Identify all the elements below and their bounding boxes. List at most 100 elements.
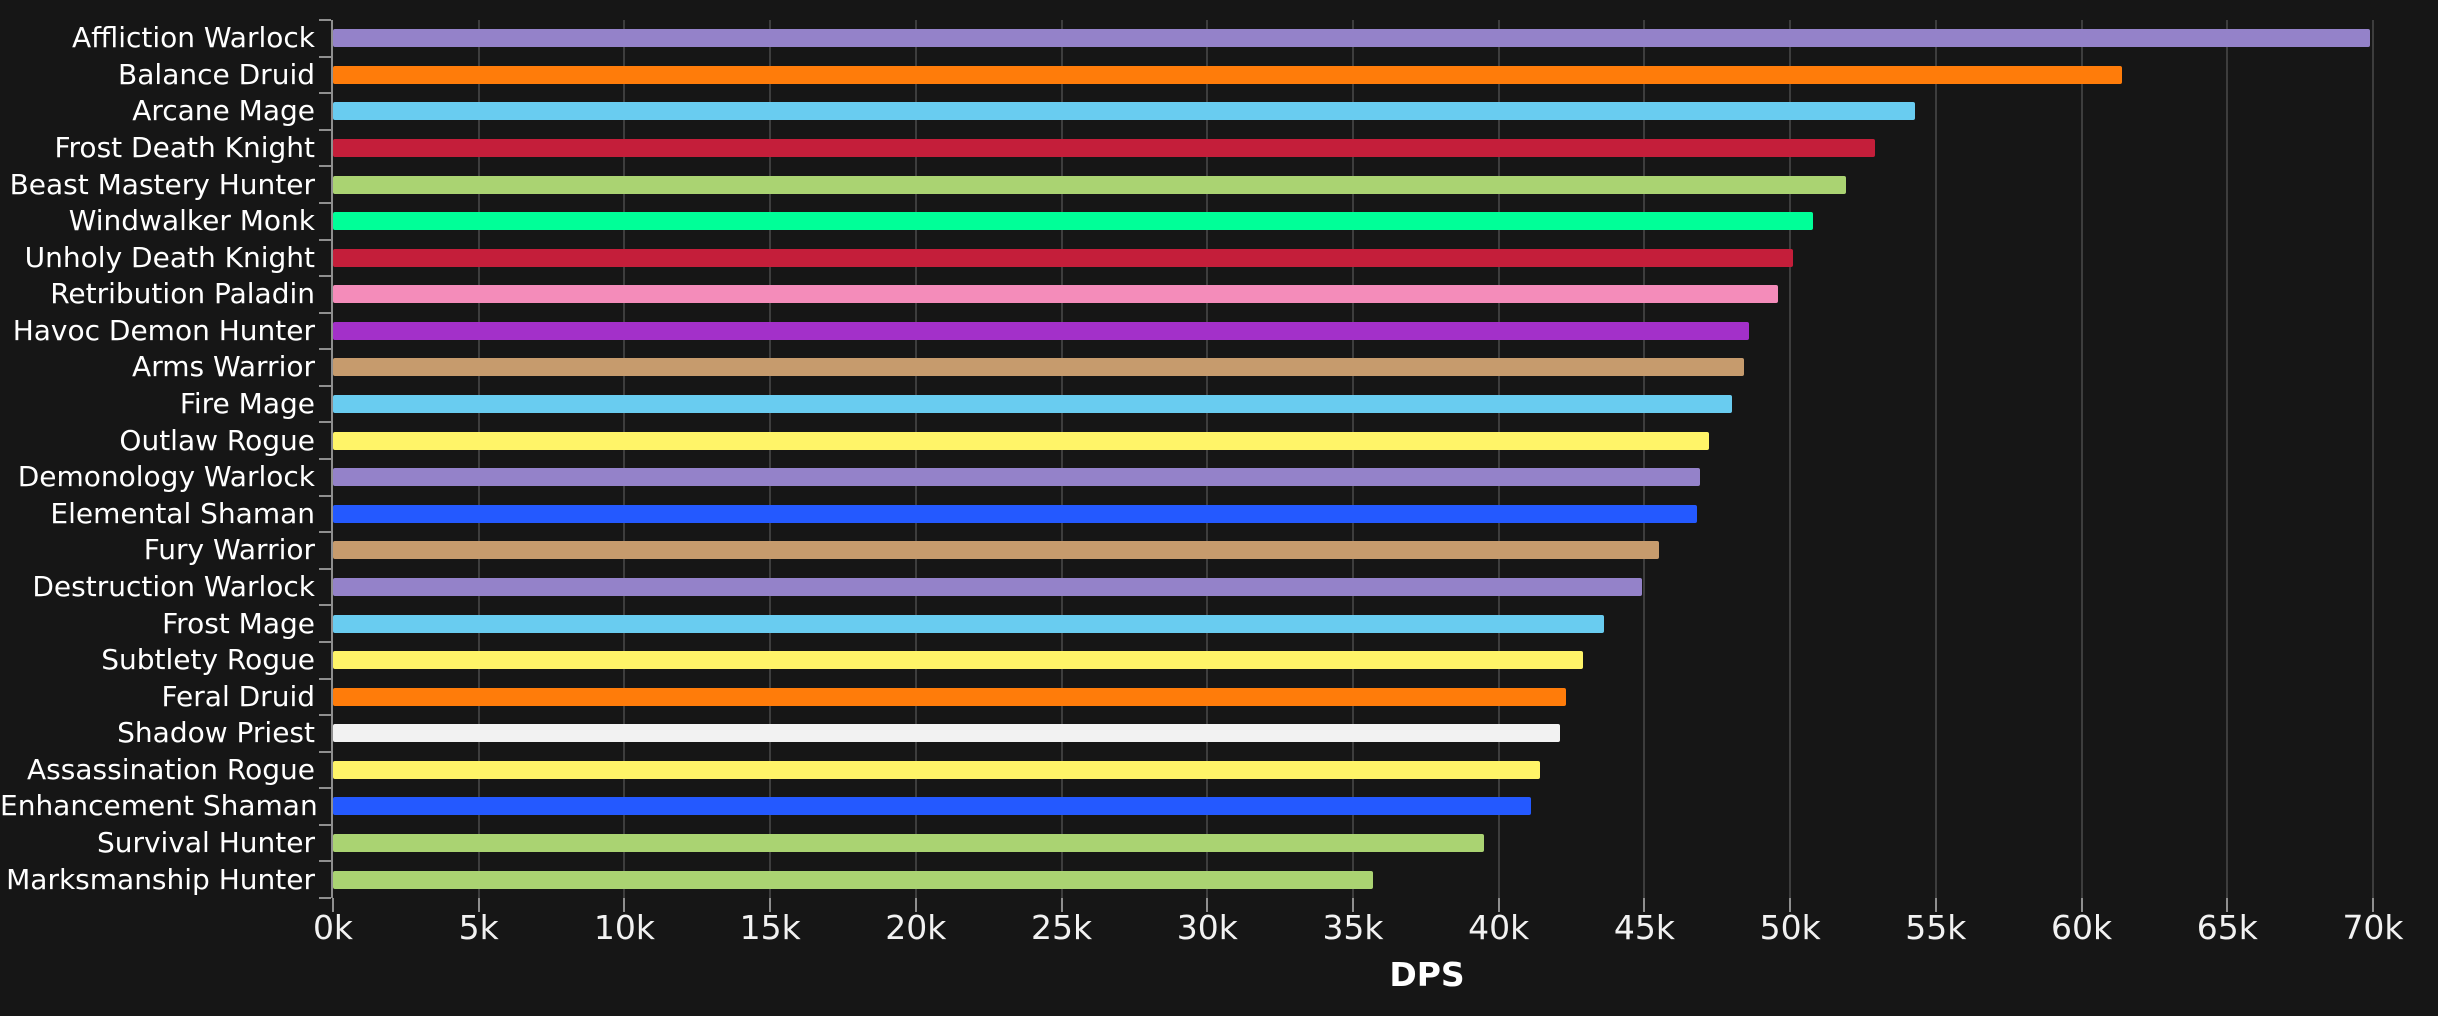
bar-track	[333, 605, 2373, 642]
bar-row: Fury Warrior	[0, 532, 2373, 569]
dps-bar[interactable]	[333, 687, 1566, 706]
x-axis-tick	[1497, 898, 1500, 912]
x-tick-label: 50k	[1759, 908, 1821, 947]
dps-bar[interactable]	[333, 577, 1642, 596]
spec-label: Fire Mage	[179, 387, 315, 421]
bar-row: Beast Mastery Hunter	[0, 166, 2373, 203]
bar-row: Subtlety Rogue	[0, 642, 2373, 679]
x-tick-label: 0k	[312, 908, 354, 947]
x-tick-label: 30k	[1176, 908, 1238, 947]
spec-label: Fury Warrior	[143, 533, 315, 567]
dps-bar[interactable]	[333, 29, 2371, 48]
bar-track	[333, 788, 2373, 825]
dps-bar[interactable]	[333, 102, 1916, 121]
dps-bar[interactable]	[333, 285, 1779, 304]
x-axis-tick	[1643, 898, 1646, 912]
dps-bar[interactable]	[333, 139, 1875, 158]
spec-label: Windwalker Monk	[68, 204, 315, 238]
spec-label: Havoc Demon Hunter	[12, 313, 315, 347]
spec-label: Beast Mastery Hunter	[9, 167, 315, 201]
dps-bar[interactable]	[333, 614, 1604, 633]
dps-bar[interactable]	[333, 175, 1846, 194]
spec-label: Arcane Mage	[132, 94, 315, 128]
y-axis-tick	[319, 494, 331, 497]
spec-label: Unholy Death Knight	[24, 240, 315, 274]
dps-bar[interactable]	[333, 541, 1659, 560]
y-axis-tick	[319, 421, 331, 424]
x-axis-tick	[1352, 898, 1354, 912]
dps-bar[interactable]	[333, 248, 1794, 267]
x-tick-label: 40k	[1468, 908, 1530, 947]
dps-bar[interactable]	[333, 870, 1374, 889]
bar-row: Frost Mage	[0, 605, 2373, 642]
gridline	[1497, 20, 1500, 898]
gridline	[477, 20, 480, 898]
bar-track	[333, 752, 2373, 789]
gridline	[2226, 20, 2229, 898]
bar-row: Destruction Warlock	[0, 569, 2373, 606]
bar-track	[333, 422, 2373, 459]
dps-bar[interactable]	[333, 395, 1732, 414]
dps-bar[interactable]	[333, 834, 1485, 852]
bar-track	[333, 459, 2373, 496]
bar-track	[333, 349, 2373, 386]
bar-row: Enhancement Shaman	[0, 788, 2373, 825]
spec-label: Assassination Rogue	[27, 752, 315, 786]
dps-bar[interactable]	[333, 431, 1709, 450]
spec-label: Marksmanship Hunter	[6, 862, 315, 896]
x-tick-label: 60k	[2051, 908, 2113, 947]
y-axis-tick	[319, 238, 331, 241]
x-tick-label: 65k	[2196, 908, 2258, 947]
dps-bar[interactable]	[333, 321, 1750, 340]
y-axis-tick	[319, 640, 331, 643]
x-axis-tick	[769, 898, 772, 912]
x-axis-tick	[2226, 898, 2229, 912]
bar-track	[333, 642, 2373, 679]
x-axis-tick	[1060, 898, 1063, 912]
x-tick-label: 25k	[1031, 908, 1093, 947]
dps-bar[interactable]	[333, 760, 1540, 779]
bar-row: Unholy Death Knight	[0, 239, 2373, 276]
y-axis-tick	[319, 275, 331, 278]
y-axis-tick	[319, 348, 331, 351]
bar-row: Survival Hunter	[0, 825, 2373, 862]
spec-label: Destruction Warlock	[32, 569, 315, 603]
dps-bar[interactable]	[333, 797, 1531, 816]
dps-bar[interactable]	[333, 65, 2123, 84]
bar-track	[333, 93, 2373, 130]
bar-track	[333, 313, 2373, 350]
bar-row: Balance Druid	[0, 57, 2373, 94]
bar-track	[333, 166, 2373, 203]
gridline	[1060, 20, 1063, 898]
dps-bar[interactable]	[333, 468, 1700, 487]
bar-row: Havoc Demon Hunter	[0, 313, 2373, 350]
gridline	[623, 20, 626, 898]
y-axis-tick	[319, 787, 331, 790]
bar-row: Outlaw Rogue	[0, 422, 2373, 459]
bar-row: Retribution Paladin	[0, 276, 2373, 313]
dps-bar[interactable]	[333, 358, 1744, 377]
bar-track	[333, 861, 2373, 898]
y-axis-tick	[319, 860, 331, 863]
x-tick-label: 5k	[458, 908, 499, 947]
x-axis-tick	[477, 898, 480, 912]
bar-row: Arms Warrior	[0, 349, 2373, 386]
dps-bar[interactable]	[333, 504, 1697, 523]
x-tick-label: 20k	[885, 908, 947, 947]
spec-label: Feral Druid	[161, 679, 315, 713]
x-axis-tick	[1206, 898, 1209, 912]
x-tick-label: 55k	[1905, 908, 1967, 947]
bar-row: Windwalker Monk	[0, 203, 2373, 240]
y-axis-tick	[319, 714, 331, 717]
dps-bar[interactable]	[333, 651, 1584, 670]
bar-track	[333, 130, 2373, 167]
spec-label: Retribution Paladin	[50, 277, 315, 311]
bar-row: Fire Mage	[0, 386, 2373, 423]
x-axis-tick	[2080, 898, 2083, 912]
spec-label: Outlaw Rogue	[119, 423, 315, 457]
dps-bar[interactable]	[333, 724, 1560, 743]
dps-bar[interactable]	[333, 212, 1814, 231]
x-tick-label: 35k	[1322, 908, 1384, 947]
bar-row: Marksmanship Hunter	[0, 861, 2373, 898]
